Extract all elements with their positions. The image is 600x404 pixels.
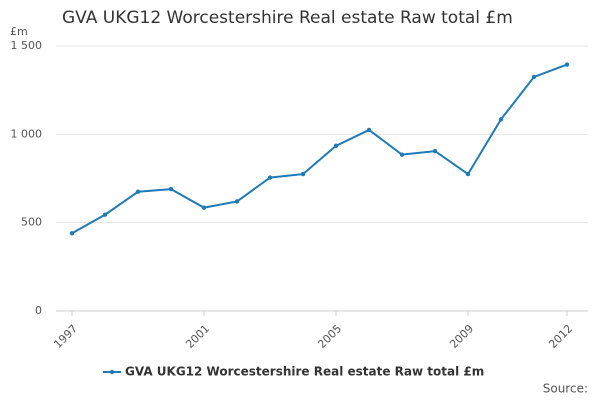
legend-label: GVA UKG12 Worcestershire Real estate Raw…: [125, 365, 484, 379]
point: [234, 199, 240, 204]
point: [168, 186, 174, 192]
legend-marker: [109, 369, 115, 375]
x-tick-label: 2012: [546, 322, 575, 351]
x-tick-label: 2001: [183, 322, 212, 351]
point: [399, 152, 405, 157]
point: [432, 148, 438, 154]
x-tick-label: 2005: [315, 322, 344, 351]
series-line: [71, 63, 568, 235]
point: [267, 175, 273, 180]
point: [135, 189, 141, 194]
point: [531, 74, 537, 80]
y-tick-label: 1 500: [11, 39, 43, 52]
chart-title: GVA UKG12 Worcestershire Real estate Raw…: [62, 8, 513, 28]
y-tick-label: 0: [35, 304, 42, 317]
point: [102, 212, 108, 217]
source: Source:: [543, 382, 588, 396]
point: [300, 171, 306, 177]
point: [564, 62, 570, 67]
x-tick-label: 2009: [447, 322, 476, 351]
point: [201, 205, 207, 210]
point: [498, 117, 504, 122]
y-tick-label: 1 000: [11, 127, 43, 140]
point: [333, 143, 339, 149]
point: [69, 231, 75, 236]
point: [366, 127, 372, 133]
point: [465, 171, 471, 177]
x-tick-label: 1997: [51, 322, 80, 351]
y-tick-label: 500: [21, 216, 42, 229]
y-unit: £m: [10, 25, 28, 38]
